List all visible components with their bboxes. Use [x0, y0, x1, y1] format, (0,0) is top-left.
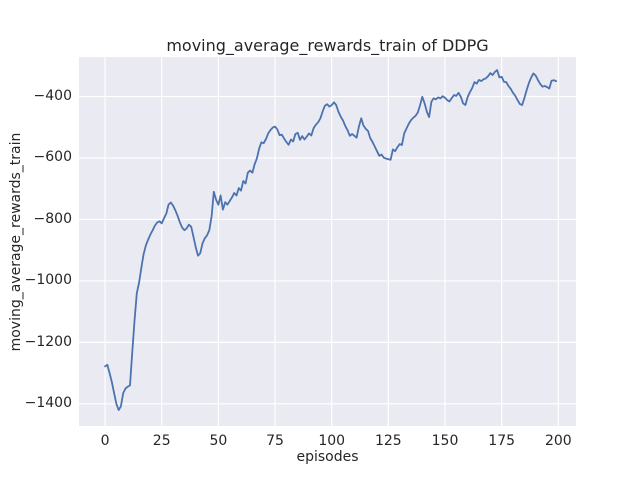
series-line — [104, 69, 557, 411]
y-tick-label: −1400 — [24, 395, 72, 412]
x-tick-label: 75 — [266, 433, 284, 449]
x-tick-label: 25 — [152, 433, 171, 449]
x-tick-label: 200 — [544, 433, 572, 449]
y-tick-label: −600 — [33, 149, 72, 166]
x-axis-label: episodes — [296, 449, 359, 465]
y-tick-label: −1200 — [24, 333, 72, 350]
x-tick-label: 125 — [374, 433, 402, 449]
x-tick-label: 150 — [431, 433, 459, 449]
y-tick-label: −400 — [33, 87, 72, 104]
x-tick-label: 100 — [318, 433, 346, 449]
y-tick-label: −800 — [33, 210, 72, 227]
x-tick-label: 0 — [100, 433, 110, 449]
chart-title: moving_average_rewards_train of DDPG — [166, 36, 489, 55]
y-tick-label: −1000 — [24, 272, 72, 289]
x-tick-label: 175 — [488, 433, 516, 449]
x-tick-label: 50 — [209, 433, 228, 449]
